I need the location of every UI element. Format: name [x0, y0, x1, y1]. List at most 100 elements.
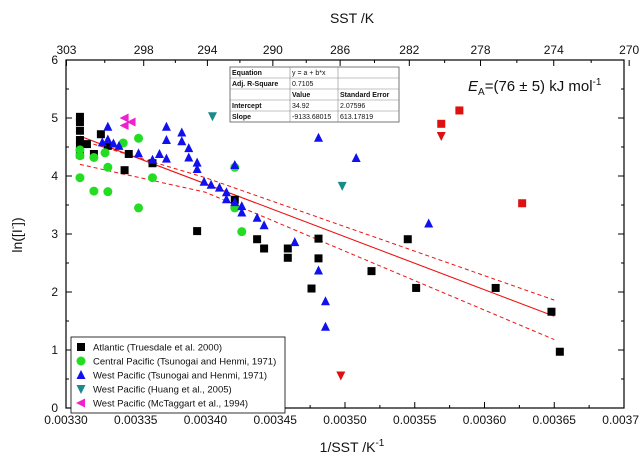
marker-triangle-up	[214, 182, 224, 192]
y-tick-label: 2	[51, 285, 58, 299]
marker-square	[253, 235, 262, 244]
marker-triangle-down	[436, 131, 446, 141]
y-tick-label: 4	[51, 169, 58, 183]
marker-square	[75, 118, 84, 127]
marker-circle	[147, 173, 157, 183]
x-tick-label: 0.00360	[463, 413, 507, 427]
top-axis-title: SST /K	[330, 10, 375, 26]
x-tick-label: 0.00340	[184, 413, 228, 427]
marker-triangle-up	[320, 296, 330, 306]
marker-circle	[134, 133, 144, 143]
data-points	[75, 106, 564, 381]
marker-square	[75, 136, 84, 145]
marker-circle	[89, 152, 99, 162]
marker-triangle-down	[76, 385, 86, 394]
marker-triangle-up	[351, 153, 361, 163]
legend-frame	[70, 336, 286, 414]
marker-triangle-up	[161, 121, 171, 131]
marker-circle	[89, 186, 99, 196]
marker-triangle-left	[119, 121, 129, 131]
top-tick-label: 286	[330, 43, 350, 57]
marker-triangle-up	[424, 218, 434, 228]
axes: 0.00330 0.00335 0.00340 0.00345 0.00350 0.003…	[44, 43, 639, 427]
marker-circle	[75, 151, 85, 161]
legend-entry: West Pacific (McTaggart et al., 1994)	[93, 399, 248, 410]
marker-circle	[75, 173, 85, 183]
marker-square	[103, 141, 112, 150]
fit-table-cell: Intercept	[232, 103, 262, 110]
y-tick-label: 5	[51, 111, 58, 125]
marker-square	[124, 149, 133, 158]
marker-square	[77, 343, 85, 351]
x-tick-label: 0.00350	[323, 413, 367, 427]
marker-triangle-up	[230, 159, 240, 169]
top-tick-label: 278	[470, 43, 490, 57]
marker-triangle-up	[221, 187, 231, 197]
marker-square	[314, 254, 323, 263]
legend-entry: Atlantic (Truesdale et al. 2000)	[93, 343, 222, 354]
legend-entry: West Pacific (Huang et al., 2005)	[93, 385, 232, 396]
top-tick-label: 290	[263, 43, 283, 57]
x-tick-label: 0.00365	[533, 413, 577, 427]
marker-triangle-up	[184, 152, 194, 162]
marker-triangle-up	[76, 370, 86, 379]
marker-square	[437, 119, 446, 128]
legend-entry: West Pacific (Tsunogai and Henmi, 1971)	[93, 371, 267, 382]
marker-triangle-up	[237, 201, 247, 211]
fit-line-path	[79, 135, 555, 317]
marker-triangle-up	[103, 121, 113, 131]
fit-table-cell: y = a + b*x	[292, 70, 326, 77]
ea-symbol: E	[468, 78, 479, 95]
marker-square	[260, 244, 269, 253]
top-tick-label: 270	[619, 43, 639, 57]
fit-table-cell: 2.07596	[340, 103, 365, 110]
marker-circle	[134, 203, 144, 213]
marker-square	[314, 234, 323, 243]
fit-table: Equation y = a + b*x Adj. R-Square 0.7105 Va…	[229, 66, 400, 123]
marker-triangle-up	[221, 194, 231, 204]
marker-square	[307, 284, 316, 293]
marker-triangle-up	[154, 148, 164, 158]
marker-square	[82, 140, 91, 149]
marker-triangle-up	[161, 153, 171, 163]
marker-triangle-left	[126, 117, 136, 127]
marker-square	[283, 253, 292, 262]
fit-table-cell: 0.7105	[292, 81, 314, 88]
marker-triangle-up	[313, 132, 323, 142]
marker-triangle-up	[177, 127, 187, 137]
marker-triangle-left	[76, 398, 85, 408]
marker-triangle-up	[192, 164, 202, 174]
fit-table-cell: Value	[292, 92, 310, 99]
marker-triangle-up	[252, 212, 262, 222]
marker-triangle-up	[192, 157, 202, 167]
top-tick-label: 303	[56, 43, 76, 57]
marker-triangle-up	[237, 207, 247, 217]
ea-unit-sup: -1	[593, 77, 602, 88]
activation-energy-label: EA=(76 ± 5) kJ mol-1	[468, 77, 602, 98]
marker-triangle-up	[230, 197, 240, 207]
marker-triangle-down	[336, 371, 346, 381]
x-tick-label: 0.00345	[254, 413, 298, 427]
y-tick-label: 3	[51, 227, 58, 241]
y-axis-title: ln([I-])	[8, 217, 25, 252]
marker-square	[547, 307, 556, 316]
x-tick-label: 0.00335	[114, 413, 158, 427]
marker-triangle-left	[119, 113, 129, 123]
marker-triangle-up	[320, 321, 330, 331]
marker-square	[412, 283, 421, 292]
legend: Atlantic (Truesdale et al. 2000) Central …	[70, 336, 286, 414]
fit-table-cell: -9133.68015	[292, 114, 331, 121]
fit-table-cell: Adj. R-Square	[232, 81, 278, 88]
marker-square	[193, 227, 202, 236]
marker-circle	[237, 227, 247, 237]
x-axis-title: 1/SST /K-1	[320, 438, 385, 455]
marker-triangle-up	[147, 154, 157, 164]
fit-table-frame	[229, 66, 400, 123]
marker-triangle-up	[134, 148, 144, 158]
x-tick-label: 0.00330	[44, 413, 88, 427]
top-tick-label: 282	[399, 43, 419, 57]
confidence-band-upper	[79, 139, 555, 301]
top-tick-label: 274	[544, 43, 564, 57]
